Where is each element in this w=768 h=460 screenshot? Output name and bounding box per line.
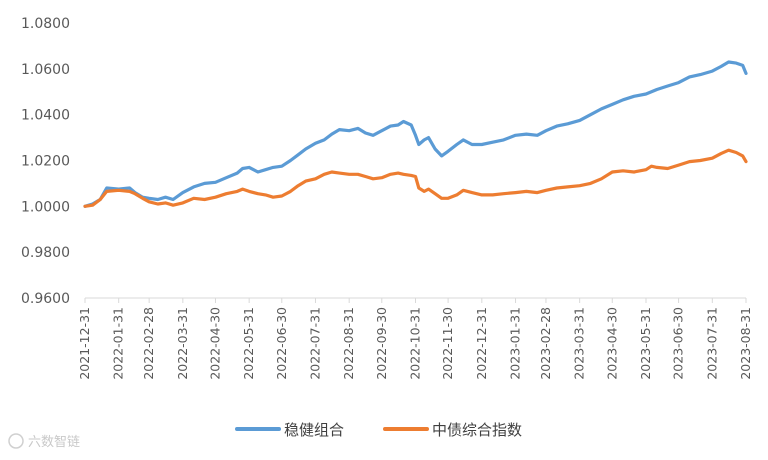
y-tick-label: 0.9800 (21, 245, 70, 261)
x-tick-label: 2022-12-31 (474, 307, 489, 380)
x-tick-label: 2023-05-31 (638, 307, 653, 380)
x-tick-label: 2022-01-31 (111, 307, 126, 380)
x-tick-label: 2022-02-28 (141, 307, 156, 380)
x-tick-label: 2023-08-31 (738, 307, 753, 380)
watermark: 六数智链 (8, 433, 80, 450)
y-tick-label: 1.0000 (21, 199, 70, 215)
x-tick-label: 2021-12-31 (77, 307, 92, 380)
series-line-2 (83, 148, 748, 208)
x-tick-label: 2022-03-31 (175, 307, 190, 380)
y-tick-label: 0.9600 (21, 291, 70, 307)
x-tick-label: 2023-07-31 (704, 307, 719, 380)
x-tick-label: 2022-11-30 (440, 307, 455, 380)
x-tick-label: 2023-04-30 (604, 307, 619, 380)
watermark-text: 六数智链 (28, 435, 80, 450)
x-axis: 2021-12-31 2022-01-31 2022-02-28 2022-03-31… (77, 298, 753, 380)
y-tick-label: 1.0200 (21, 154, 70, 170)
series-line-1 (83, 60, 748, 208)
x-tick-label: 2022-06-30 (274, 307, 289, 380)
x-tick-label: 2023-06-30 (671, 307, 686, 380)
series-layer (83, 60, 748, 208)
x-tick-label: 2023-01-31 (508, 307, 523, 380)
x-tick-label: 2023-02-28 (538, 307, 553, 380)
watermark-logo-icon (8, 433, 24, 449)
x-tick-label: 2023-03-31 (572, 307, 587, 380)
y-axis: 1.0800 1.0600 1.0400 1.0200 1.0000 0.9800 0.96… (21, 16, 70, 307)
legend: 稳健组合 中债综合指数 (235, 421, 522, 439)
legend-label: 稳健组合 (284, 421, 344, 439)
x-tick-label: 2022-10-31 (408, 307, 423, 380)
x-tick-label: 2022-09-30 (374, 307, 389, 380)
legend-label: 中债综合指数 (432, 421, 522, 439)
y-tick-label: 1.0600 (21, 62, 70, 78)
x-tick-label: 2022-07-31 (307, 307, 322, 380)
x-tick-label: 2022-04-30 (207, 307, 222, 380)
x-tick-label: 2022-08-31 (341, 307, 356, 380)
x-tick-label: 2022-05-31 (241, 307, 256, 380)
y-tick-label: 1.0800 (21, 16, 70, 32)
y-tick-label: 1.0400 (21, 108, 70, 124)
